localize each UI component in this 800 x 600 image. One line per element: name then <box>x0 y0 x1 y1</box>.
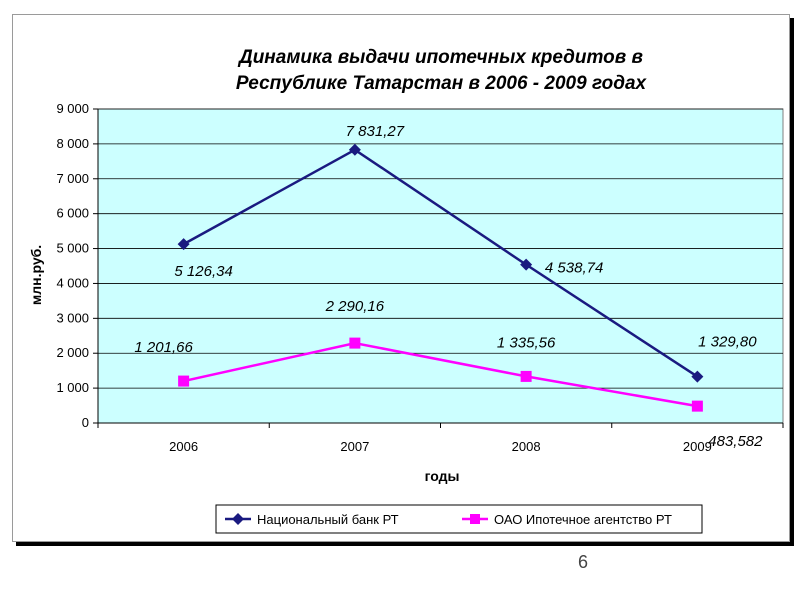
data-point <box>691 400 703 412</box>
y-tick-label: 4 000 <box>56 275 89 290</box>
y-tick-label: 2 000 <box>56 345 89 360</box>
x-tick-label: 2009 <box>683 439 712 454</box>
x-tick-label: 2007 <box>340 439 369 454</box>
data-label: 1 329,80 <box>698 334 757 351</box>
data-point <box>349 337 361 349</box>
data-label: 4 538,74 <box>545 260 603 277</box>
legend: Национальный банк РТ ОАО Ипотечное агентс… <box>215 504 703 534</box>
legend-label: Национальный банк РТ <box>257 512 399 527</box>
y-tick-label: 1 000 <box>56 380 89 395</box>
y-tick-label: 7 000 <box>56 171 89 186</box>
data-point <box>520 370 532 382</box>
y-tick-label: 8 000 <box>56 136 89 151</box>
series-line-2 <box>183 341 698 408</box>
chart: Динамика выдачи ипотечных кредитов в Рес… <box>28 47 784 534</box>
series-line-1 <box>183 148 699 378</box>
y-axis-ticks: 0 1 000 2 000 3 000 4 000 5 000 6 000 7 000 8 00… <box>56 101 98 430</box>
chart-title-line-2: Республике Татарстан в 2006 - 2009 годах <box>236 73 648 94</box>
x-tick-label: 2008 <box>512 439 541 454</box>
y-tick-label: 0 <box>82 415 89 430</box>
legend-swatch-marker <box>232 513 244 525</box>
y-tick-label: 5 000 <box>56 241 89 256</box>
plot-area <box>97 108 784 424</box>
series-layer: 5 126,34 7 831,27 4 538,74 1 329,80 1 201,66… <box>134 123 763 450</box>
y-tick-label: 3 000 <box>56 310 89 325</box>
data-label: 7 831,27 <box>346 123 405 140</box>
data-point <box>691 370 704 383</box>
legend-box <box>215 504 703 534</box>
x-axis-label: годы <box>425 468 460 484</box>
data-label: 1 201,66 <box>134 339 193 356</box>
data-label: 5 126,34 <box>174 263 232 280</box>
legend-label: ОАО Ипотечное агентство РТ <box>494 512 672 527</box>
data-label: 483,582 <box>708 433 763 450</box>
data-point <box>520 258 533 271</box>
data-label: 1 335,56 <box>497 334 556 351</box>
y-tick-label: 6 000 <box>56 206 89 221</box>
data-point <box>348 143 361 156</box>
data-point <box>178 375 190 387</box>
data-label: 2 290,16 <box>325 298 385 315</box>
y-tick-label: 9 000 <box>56 101 89 116</box>
data-point <box>177 238 190 251</box>
page-number: 6 <box>578 552 589 572</box>
chart-title-line-1: Динамика выдачи ипотечных кредитов в <box>237 47 643 68</box>
x-axis-ticks: 2006 2007 2008 2009 <box>97 423 784 454</box>
legend-swatch-marker <box>470 514 480 524</box>
x-tick-label: 2006 <box>169 439 198 454</box>
y-axis-label: млн.руб. <box>28 245 44 305</box>
chart-frame: Динамика выдачи ипотечных кредитов в Рес… <box>12 14 790 542</box>
